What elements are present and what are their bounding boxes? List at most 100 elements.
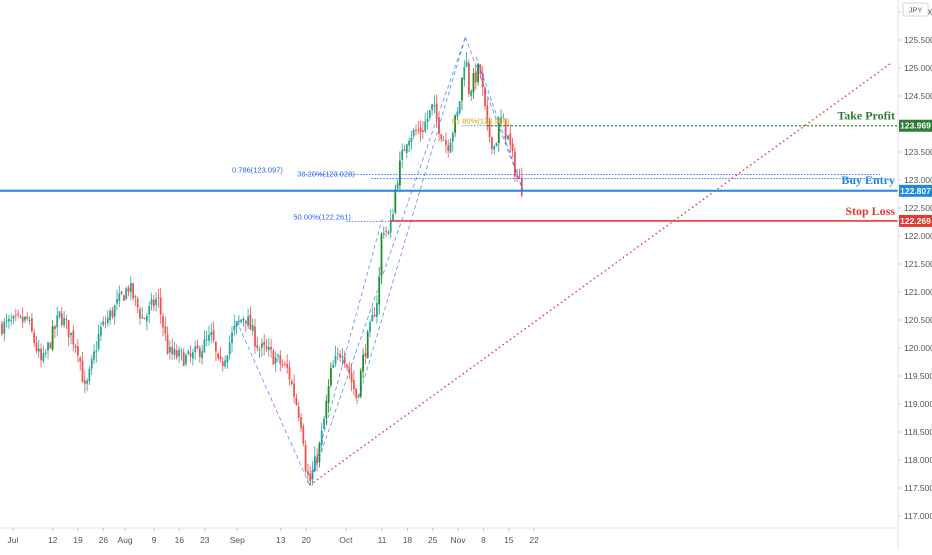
- candle-body: [304, 444, 307, 472]
- candle-body: [385, 230, 387, 232]
- candle-body: [401, 150, 404, 160]
- candle-body: [261, 343, 263, 349]
- candle-body: [403, 149, 406, 152]
- candle-body: [396, 183, 399, 189]
- candle-body: [417, 129, 420, 131]
- candle-body: [302, 426, 305, 444]
- candle-body: [196, 345, 199, 349]
- candle-body: [127, 287, 130, 292]
- candle-body: [504, 119, 507, 139]
- candle-body: [493, 146, 496, 150]
- candle-body: [113, 305, 116, 317]
- candle-body: [155, 298, 157, 306]
- candle-body: [445, 140, 447, 145]
- candle-body: [111, 309, 114, 317]
- candle-body: [488, 121, 491, 138]
- candle-body: [31, 318, 33, 332]
- candle-body: [231, 332, 233, 344]
- price-tag: [899, 184, 932, 197]
- candle-body: [293, 383, 295, 397]
- candle-body: [320, 430, 323, 446]
- candle-body: [387, 231, 390, 234]
- candle-body: [17, 313, 19, 316]
- candle-body: [51, 326, 54, 350]
- candle-body: [244, 320, 247, 324]
- y-tick-label: 123.500: [904, 147, 932, 157]
- candle-body: [233, 325, 236, 331]
- candle-body: [279, 355, 282, 364]
- candle-body: [520, 177, 523, 196]
- candle-body: [67, 320, 70, 338]
- candle-body: [330, 368, 332, 386]
- x-tick-label: 26: [99, 535, 109, 545]
- candle-body: [173, 348, 176, 355]
- candle-body: [215, 342, 217, 352]
- candle-body: [369, 322, 371, 332]
- candle-body: [97, 333, 100, 350]
- price-tag-label: 122.269: [900, 216, 931, 226]
- candle-body: [500, 117, 502, 124]
- candle-body: [495, 143, 498, 147]
- candle-body: [463, 67, 466, 80]
- candle-body: [472, 73, 475, 93]
- y-tick-label: 125.500: [904, 35, 932, 45]
- x-tick-label: 19: [73, 535, 83, 545]
- candle-body: [148, 306, 151, 315]
- candle-body: [21, 316, 24, 323]
- x-tick-label: 23: [200, 535, 210, 545]
- candle-body: [511, 143, 514, 151]
- candle-body: [134, 296, 137, 298]
- candle-body: [159, 297, 162, 315]
- candle-body: [88, 368, 91, 381]
- candle-body: [313, 456, 316, 472]
- candle-body: [100, 326, 102, 336]
- candle-body: [267, 346, 270, 351]
- candle-body: [224, 360, 226, 367]
- candle-body: [185, 354, 187, 365]
- candle-body: [106, 317, 109, 324]
- candle-body: [192, 352, 194, 359]
- candle-body: [454, 115, 456, 133]
- y-tick-label: 124.500: [904, 91, 932, 101]
- candle-body: [254, 326, 256, 347]
- candle-body: [24, 316, 26, 321]
- candle-body: [295, 397, 298, 405]
- candle-body: [405, 144, 408, 153]
- candle-body: [440, 134, 443, 140]
- candle-body: [77, 346, 79, 356]
- candle-body: [465, 61, 468, 67]
- candle-body: [189, 353, 192, 357]
- levels: Take Profit Buy Entry Stop Loss: [0, 61, 898, 486]
- x-tick-label: 16: [175, 535, 185, 545]
- y-tick-label: 121.000: [904, 287, 932, 297]
- candle-body: [217, 353, 220, 359]
- candle-body: [180, 350, 183, 352]
- candle-body: [286, 363, 289, 368]
- candle-body: [366, 331, 369, 359]
- candle-body: [486, 105, 489, 123]
- candle-body: [325, 400, 328, 419]
- candle-body: [95, 350, 98, 353]
- candle-body: [341, 356, 344, 358]
- candle-body: [272, 350, 275, 365]
- candle-body: [12, 315, 15, 319]
- pattern-leg-ab: [309, 37, 466, 486]
- pattern-leg-cd2: [475, 56, 524, 192]
- price-tag: [899, 119, 932, 132]
- x-tick-label: 8: [481, 535, 486, 545]
- candle-body: [14, 315, 17, 316]
- fib-500-label: 50.00%(122.261): [293, 212, 351, 221]
- candle-body: [419, 128, 422, 133]
- candle-body: [125, 288, 128, 299]
- candle-body: [1, 323, 3, 334]
- candle-body: [284, 363, 286, 365]
- candle-body: [256, 344, 259, 349]
- candle-body: [415, 130, 417, 132]
- candle-body: [433, 105, 436, 107]
- candle-body: [451, 133, 454, 142]
- candle-body: [10, 320, 13, 322]
- y-tick-label: 118.000: [904, 455, 932, 465]
- candle-body: [392, 213, 394, 220]
